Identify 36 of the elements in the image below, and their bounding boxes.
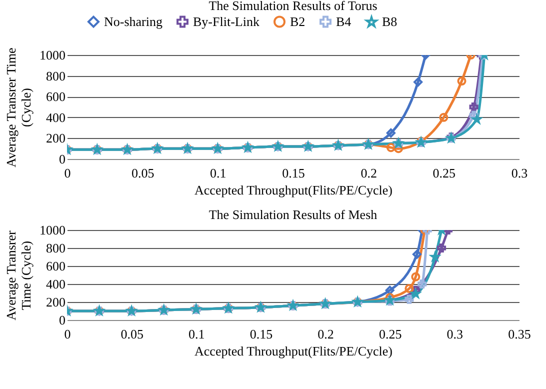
x-tick-label: 0.35 xyxy=(508,326,531,342)
y-tick-label: 400 xyxy=(46,276,66,292)
y-tick-label: 0 xyxy=(59,152,66,166)
y-axis-title: Average Transrer Time (Cycle) xyxy=(4,47,34,168)
y-tick-label: 800 xyxy=(46,68,66,84)
x-axis-title: Accepted Throughput(Flits/PE/Cycle) xyxy=(194,344,392,358)
y-axis-title: Average Transrer Time (Cycle) xyxy=(4,230,34,320)
x-tick-label: 0.05 xyxy=(120,326,144,342)
chart-title: The Simulation Results of Mesh xyxy=(208,207,378,222)
x-tick-label: 0.2 xyxy=(360,166,377,180)
x-tick-label: 0.3 xyxy=(511,166,528,180)
y-tick-label: 200 xyxy=(46,294,66,310)
x-tick-label: 0.1 xyxy=(188,326,205,342)
x-tick-label: 0.15 xyxy=(250,326,273,342)
y-tick-label: 1000 xyxy=(40,48,66,62)
x-tick-label: 0.1 xyxy=(210,166,226,180)
y-tick-label: 0 xyxy=(59,312,66,328)
y-tick-label: 800 xyxy=(46,240,66,256)
y-tick-label: 600 xyxy=(46,258,66,274)
x-tick-label: 0.05 xyxy=(131,166,154,180)
legend-label: B8 xyxy=(382,14,398,30)
x-tick-label: 0.15 xyxy=(282,166,305,180)
x-tick-label: 0.25 xyxy=(432,166,456,180)
y-tick-label: 400 xyxy=(46,110,66,125)
y-tick-label: 1000 xyxy=(40,222,66,238)
x-axis-title: Accepted Throughput(Flits/PE/Cycle) xyxy=(194,182,392,198)
x-tick-label: 0.25 xyxy=(378,326,402,342)
y-tick-label: 600 xyxy=(46,89,66,104)
legend-label: B2 xyxy=(290,14,306,29)
legend-label: No-sharing xyxy=(104,14,163,29)
y-tick-label: 200 xyxy=(46,130,66,146)
legend-label: By-Flit-Link xyxy=(193,14,260,29)
legend-label: B4 xyxy=(336,14,352,29)
chart-title: The Simulation Results of Torus xyxy=(208,0,378,13)
x-tick-label: 0.2 xyxy=(318,326,334,342)
x-tick-label: 0.3 xyxy=(446,326,464,342)
